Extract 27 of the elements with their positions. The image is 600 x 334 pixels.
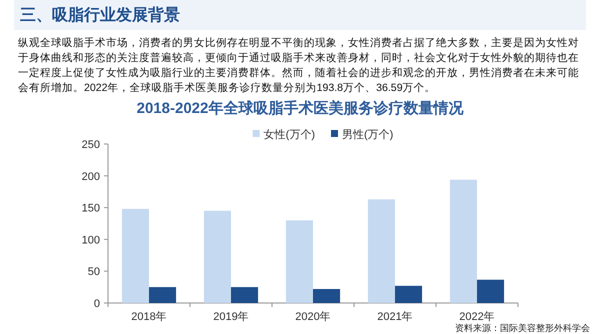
chart-title: 2018-2022年全球吸脂手术医美服务诊疗数量情况 — [136, 99, 464, 117]
x-tick-label: 2018年 — [131, 311, 167, 323]
text: 三、吸脂行业发展背景 — [20, 5, 180, 26]
x-tick-label: 2022年 — [459, 311, 495, 323]
y-tick-label: 100 — [82, 234, 100, 246]
y-tick-label: 150 — [82, 202, 100, 215]
y-tick-label: 200 — [82, 170, 100, 183]
bar — [286, 220, 313, 303]
text: 资料来源：国际美容整形外科学会 — [455, 323, 590, 333]
y-tick-label: 50 — [88, 266, 100, 278]
x-tick-label: 2021年 — [377, 311, 413, 323]
text: 纵观全球吸脂手术市场，消费者的男女比例存在明显不平衡的现象，女性消费者占据了绝大多数，主要是因为女性对于身体曲线和形态的关注度普遍较高，更倾向于通过吸脂手术来改善身材，同时，社会文化对于女性外貌的期待也在一定程度上促使了女性成为吸脂行业的主要消费群体。然而，随着社会的进步和观念的开放，男性消费者在未来可能会有所增加。2022年，全球吸脂手术医美服务诊疗数量分别为193.8万个、36.59万个。 — [18, 36, 580, 96]
bar — [122, 208, 149, 303]
bar — [204, 210, 231, 303]
bar — [477, 280, 504, 303]
y-tick-label: 0 — [94, 298, 100, 310]
bar — [149, 287, 176, 303]
x-tick-label: 2020年 — [295, 311, 331, 323]
bar — [313, 289, 340, 303]
bar — [450, 180, 477, 303]
x-tick-label: 2019年 — [213, 311, 249, 323]
legend-label: 女性(万个) — [264, 129, 315, 141]
bar — [231, 287, 258, 303]
bar — [368, 199, 395, 303]
bar — [395, 286, 422, 303]
y-tick-label: 250 — [82, 139, 100, 151]
legend-label: 男性(万个) — [342, 129, 394, 141]
